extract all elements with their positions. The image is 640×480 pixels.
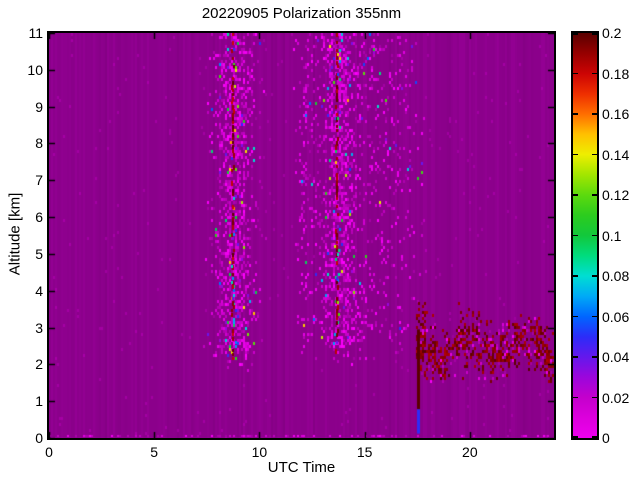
y-tick-label: 0 <box>35 430 43 446</box>
colorbar-tick <box>573 356 578 358</box>
colorbar-tick <box>592 234 597 236</box>
colorbar-tick <box>592 356 597 358</box>
colorbar-tick <box>573 234 578 236</box>
y-tick-label: 5 <box>35 245 43 262</box>
heatmap-canvas <box>49 33 554 438</box>
x-tick-label: 20 <box>462 444 478 460</box>
colorbar-tick <box>573 153 578 155</box>
colorbar-tick-label: 0.08 <box>602 268 630 284</box>
colorbar-tick <box>573 194 578 196</box>
colorbar <box>571 31 599 440</box>
y-tick-label: 4 <box>35 282 43 299</box>
colorbar-tick <box>592 436 597 438</box>
colorbar-tick <box>592 33 597 35</box>
colorbar-tick <box>592 275 597 277</box>
y-tick-label: 6 <box>35 209 43 226</box>
colorbar-tick <box>573 436 578 438</box>
colorbar-tick-label: 0.1 <box>602 227 622 244</box>
colorbar-tick <box>592 396 597 398</box>
colorbar-tick <box>573 396 578 398</box>
x-tick-label: 0 <box>45 444 53 460</box>
colorbar-tick <box>592 153 597 155</box>
colorbar-tick-label: 0.06 <box>602 308 630 325</box>
colorbar-tick-label: 0.02 <box>602 389 630 406</box>
colorbar-tick <box>592 194 597 196</box>
colorbar-tick <box>573 275 578 277</box>
colorbar-tick <box>573 72 578 74</box>
colorbar-tick <box>573 113 578 115</box>
y-tick-label: 8 <box>35 135 43 152</box>
y-tick-label: 9 <box>35 98 43 115</box>
y-tick-label: 1 <box>35 393 43 410</box>
y-tick-label: 7 <box>35 172 43 189</box>
chart-title: 20220905 Polarization 355nm <box>201 5 402 22</box>
colorbar-tick <box>592 315 597 317</box>
colorbar-tick <box>592 72 597 74</box>
colorbar-tick-label: 0 <box>602 430 610 446</box>
colorbar-tick <box>573 33 578 35</box>
colorbar-gradient <box>573 33 597 438</box>
x-tick-label: 5 <box>150 444 159 460</box>
x-tick-label: 15 <box>356 444 373 460</box>
colorbar-tick-label: 0.16 <box>602 106 630 122</box>
colorbar-tick-label: 0.04 <box>602 349 630 365</box>
colorbar-tick <box>592 113 597 115</box>
y-tick-label: 2 <box>35 356 43 373</box>
plot-area <box>47 31 556 440</box>
y-tick-label: 3 <box>35 319 43 336</box>
colorbar-tick <box>573 315 578 317</box>
x-tick-label: 10 <box>251 444 268 460</box>
y-tick-label: 10 <box>27 61 43 78</box>
colorbar-tick-label: 0.2 <box>602 25 622 41</box>
x-axis-label: UTC Time <box>267 459 336 476</box>
colorbar-tick-label: 0.14 <box>602 146 630 163</box>
colorbar-tick-label: 0.18 <box>602 65 630 82</box>
colorbar-tick-label: 0.12 <box>602 187 630 203</box>
y-tick-label: 11 <box>28 25 43 41</box>
